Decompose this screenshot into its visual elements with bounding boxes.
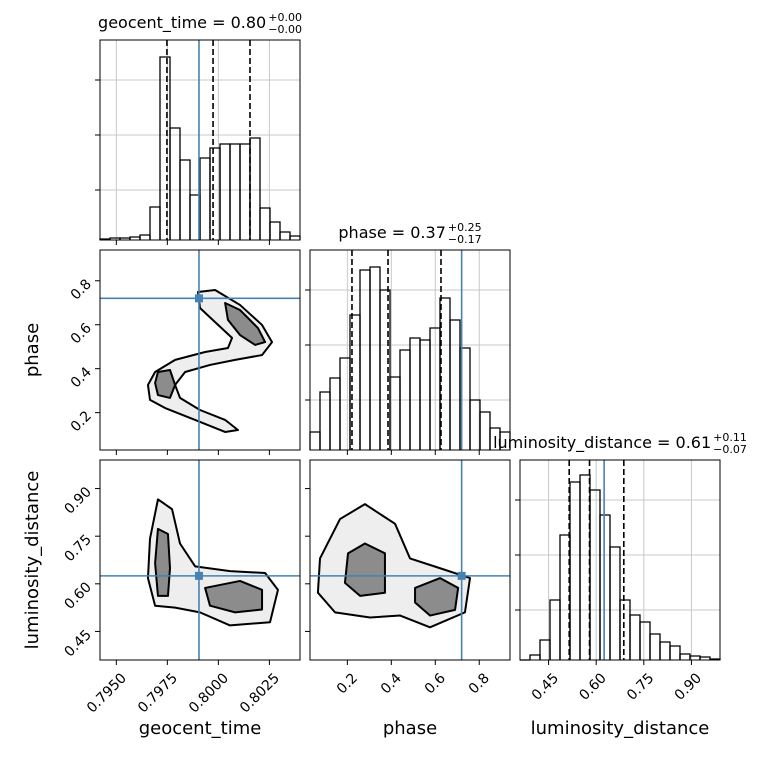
histogram-bin [379, 289, 391, 450]
x-tick-label: 0.8000 [186, 670, 232, 716]
x-axis-label: luminosity_distance [531, 718, 710, 739]
histogram-bin [469, 399, 481, 450]
contour [154, 369, 177, 399]
histogram-bin [159, 56, 171, 240]
histogram-bin [439, 297, 451, 450]
histogram-bin [419, 339, 431, 450]
x-axis-label: phase [383, 718, 437, 739]
title-upper-error: +0.11 [713, 431, 747, 444]
x-tick-label: 0.90 [672, 670, 705, 703]
x-tick-label: 0.45 [529, 670, 562, 703]
x-tick-label: 0.7975 [135, 670, 181, 716]
truth-marker [194, 571, 203, 580]
x-tick-label: 0.8025 [237, 670, 283, 716]
histogram-bin [269, 221, 281, 240]
histogram-bin [359, 269, 371, 450]
x-tick-label: 0.60 [576, 670, 609, 703]
histogram-bin [529, 654, 541, 660]
y-tick-label: 0.60 [61, 579, 94, 612]
histogram-bin [619, 599, 631, 660]
histogram-bin [579, 474, 591, 660]
histogram-bin [239, 143, 251, 240]
histogram-bin [319, 391, 331, 450]
y-tick-label: 0.45 [61, 627, 94, 660]
truth-marker [194, 294, 203, 303]
histogram-bin [549, 599, 561, 660]
histogram-bin [339, 357, 351, 450]
truth-marker [457, 571, 466, 580]
panel-frame [99, 39, 301, 241]
histogram-bin [139, 234, 151, 240]
histogram-bin [659, 641, 671, 660]
title-upper-error: +0.25 [448, 221, 482, 234]
title-lower-error: −0.07 [713, 443, 747, 456]
histogram-bin [409, 337, 421, 450]
panel-title: luminosity_distance = 0.61 [493, 433, 711, 453]
y-tick-label: 0.90 [61, 484, 94, 517]
x-tick-label: 0.75 [624, 670, 657, 703]
panel-frame [309, 249, 511, 451]
histogram-bin [649, 633, 661, 660]
contour [154, 527, 171, 597]
panel-frame [519, 459, 721, 661]
y-axis-label: phase [22, 323, 43, 377]
histogram-bin [479, 411, 491, 450]
y-axis-label: luminosity_distance [22, 471, 43, 650]
histogram-bin [259, 207, 271, 240]
histogram-bin [289, 235, 301, 240]
y-tick-label: 0.8 [68, 276, 95, 303]
histogram-bin [669, 645, 681, 660]
histogram-bin [459, 347, 471, 450]
y-tick-label: 0.75 [61, 532, 94, 565]
x-axis-label: geocent_time [139, 718, 262, 739]
histogram-bin [179, 159, 191, 240]
panel-frame [99, 249, 301, 451]
x-tick-label: 0.8 [466, 670, 493, 697]
panel-title: geocent_time = 0.80 [98, 13, 266, 33]
histogram-bin [589, 489, 601, 660]
panel-title: phase = 0.37 [338, 223, 445, 242]
panel-frame [99, 459, 301, 661]
histogram-bin [679, 653, 691, 660]
histogram-bin [629, 614, 641, 660]
histogram-bin [279, 231, 291, 240]
x-tick-label: 0.4 [378, 670, 405, 697]
histogram-bin [169, 127, 181, 240]
histogram-bin [329, 377, 341, 450]
histogram-bin [249, 137, 261, 240]
histogram-bin [369, 266, 381, 450]
histogram-bin [599, 514, 611, 660]
histogram-bin [229, 143, 241, 240]
histogram-bin [639, 621, 651, 660]
histogram-bin [569, 481, 581, 660]
contour [146, 289, 274, 433]
histogram-bin [149, 206, 161, 240]
contour [204, 579, 264, 614]
histogram-bin [219, 143, 231, 240]
panel-frame [309, 459, 511, 661]
contour [414, 577, 460, 617]
contour [343, 542, 386, 597]
y-tick-label: 0.6 [68, 320, 95, 347]
histogram-bin [449, 319, 461, 450]
y-tick-label: 0.4 [68, 364, 95, 391]
x-tick-label: 0.6 [422, 670, 449, 697]
title-lower-error: −0.17 [448, 233, 482, 246]
y-tick-label: 0.2 [68, 408, 95, 435]
contour [224, 301, 267, 346]
x-tick-label: 0.7950 [84, 670, 130, 716]
histogram-bin [609, 546, 621, 660]
title-upper-error: +0.00 [268, 11, 302, 24]
histogram-bin [309, 431, 321, 450]
x-tick-label: 0.2 [334, 670, 361, 697]
histogram-bin [199, 157, 211, 240]
title-lower-error: −0.00 [268, 23, 302, 36]
